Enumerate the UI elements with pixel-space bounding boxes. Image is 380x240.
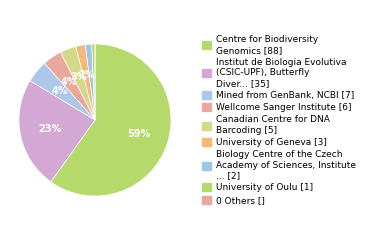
Text: 2%: 2% [78,70,95,80]
Wedge shape [19,81,95,182]
Wedge shape [85,44,95,120]
Wedge shape [51,44,171,196]
Legend: Centre for Biodiversity
Genomics [88], Institut de Biologia Evolutiva
(CSIC-UPF): Centre for Biodiversity Genomics [88], I… [202,35,356,205]
Wedge shape [60,47,95,120]
Wedge shape [92,44,95,120]
Text: 4%: 4% [52,86,68,96]
Text: 4%: 4% [61,77,78,87]
Text: 23%: 23% [39,124,62,134]
Wedge shape [44,52,95,120]
Text: 59%: 59% [127,129,150,139]
Wedge shape [30,63,95,120]
Text: 3%: 3% [71,72,87,82]
Wedge shape [76,45,95,120]
